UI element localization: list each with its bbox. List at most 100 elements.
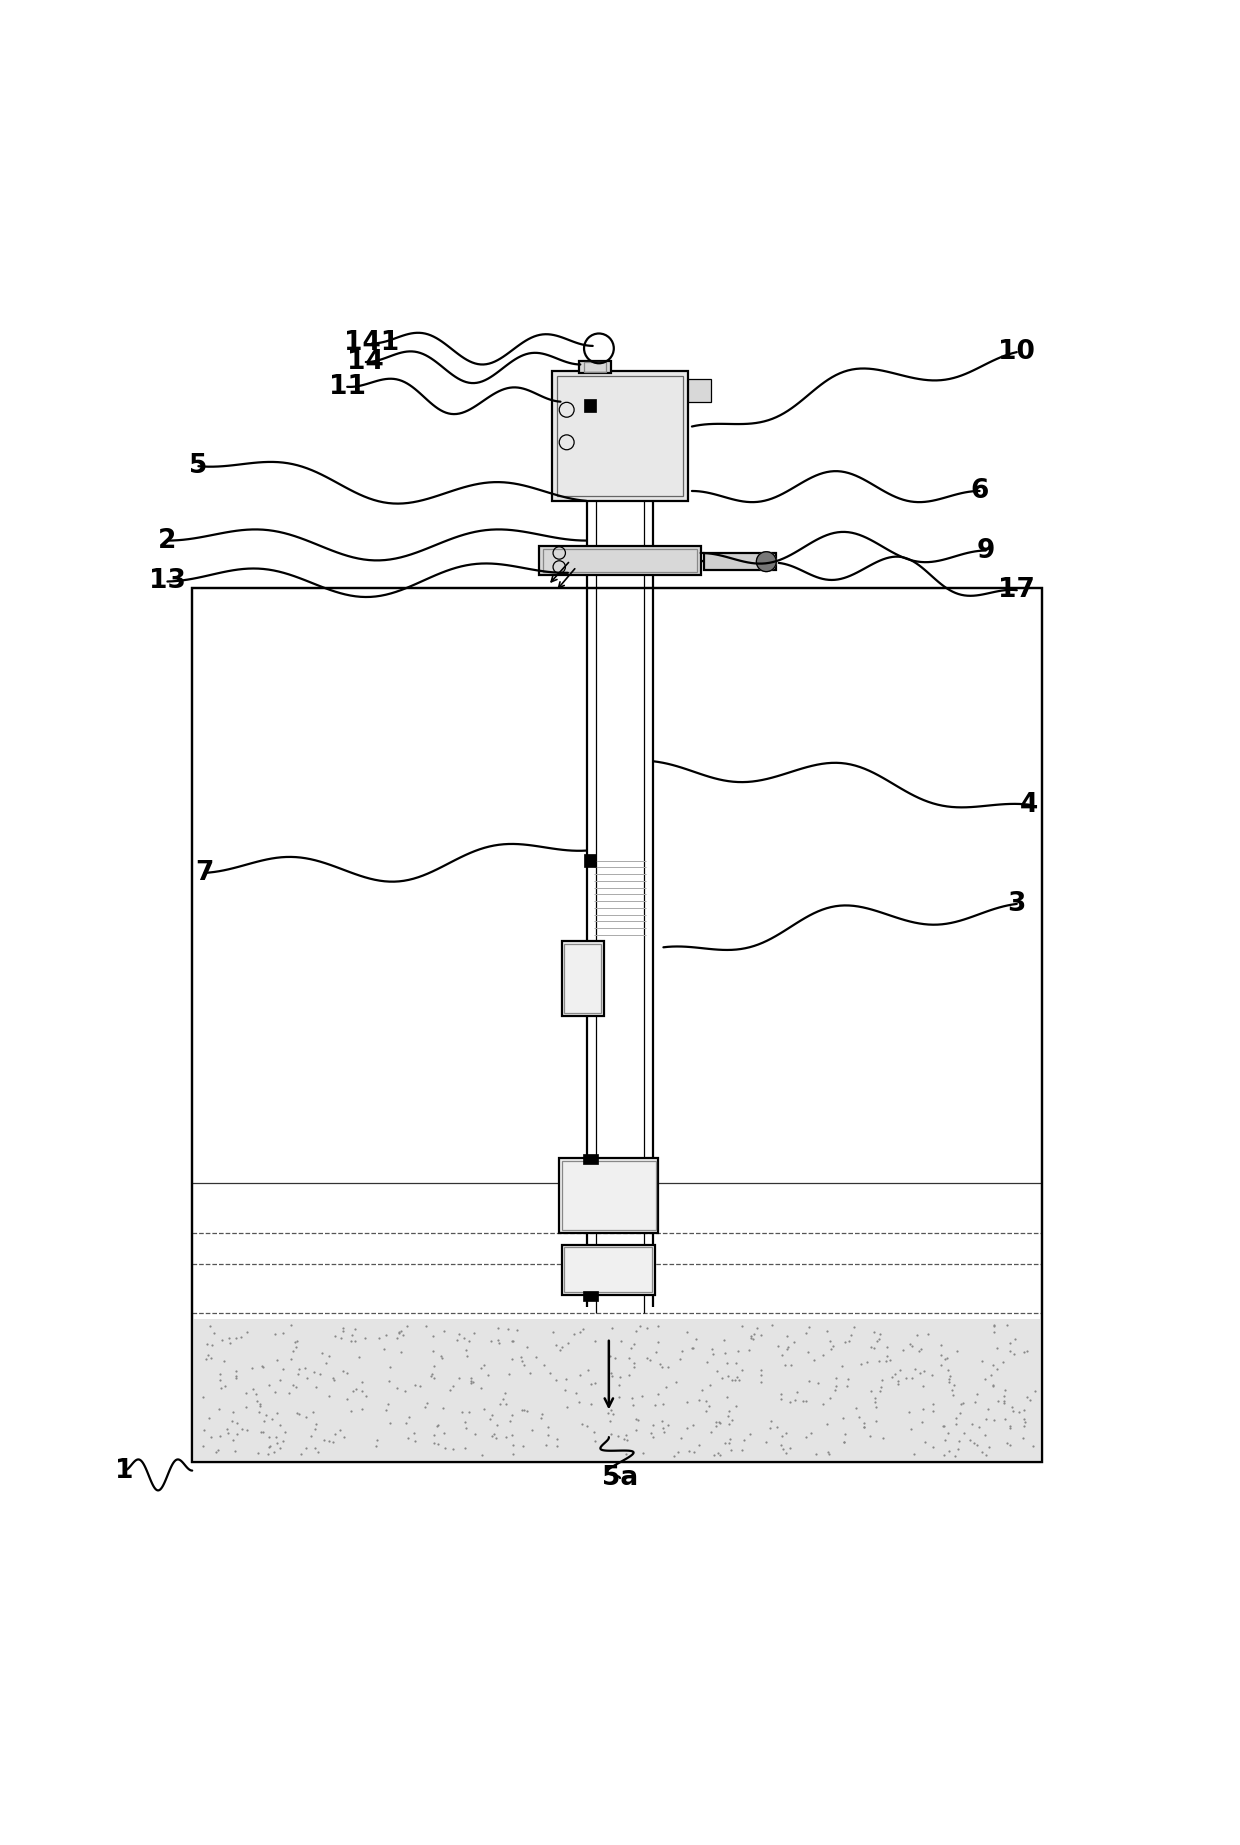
Point	[776, 1419, 796, 1448]
Point	[215, 1371, 234, 1400]
Point	[895, 1363, 915, 1393]
Point	[632, 1380, 652, 1410]
Point	[243, 1375, 263, 1404]
Point	[702, 1334, 722, 1363]
Point	[215, 1347, 234, 1376]
Point	[909, 1336, 929, 1365]
Point	[355, 1323, 374, 1352]
Point	[952, 1387, 972, 1417]
Point	[250, 1391, 270, 1421]
Point	[621, 1334, 641, 1363]
Point	[914, 1393, 934, 1422]
Point	[502, 1421, 522, 1450]
Point	[1009, 1397, 1029, 1426]
Bar	[552, 371, 688, 500]
Point	[270, 1434, 290, 1463]
Point	[677, 1387, 697, 1417]
Point	[502, 1327, 522, 1356]
Point	[352, 1367, 372, 1397]
Point	[869, 1347, 889, 1376]
Point	[616, 1421, 636, 1450]
Point	[471, 1352, 491, 1382]
Point	[880, 1345, 900, 1375]
Point	[227, 1356, 247, 1386]
Point	[626, 1415, 646, 1445]
Point	[785, 1386, 805, 1415]
Point	[268, 1345, 288, 1375]
Point	[826, 1363, 846, 1393]
Point	[259, 1432, 279, 1461]
Point	[717, 1349, 737, 1378]
Point	[471, 1373, 491, 1402]
Point	[490, 1389, 510, 1419]
Point	[281, 1310, 301, 1339]
Text: 17: 17	[998, 577, 1035, 603]
Point	[821, 1327, 841, 1356]
Point	[600, 1419, 620, 1448]
Point	[728, 1336, 748, 1365]
Point	[609, 1371, 629, 1400]
Point	[196, 1345, 216, 1375]
Point	[624, 1352, 644, 1382]
Point	[630, 1312, 650, 1341]
Point	[658, 1410, 678, 1439]
Point	[689, 1386, 709, 1415]
Text: 3: 3	[1008, 891, 1025, 917]
Point	[720, 1424, 740, 1454]
Point	[337, 1358, 357, 1387]
Point	[649, 1380, 668, 1410]
Point	[967, 1380, 987, 1410]
Point	[976, 1441, 996, 1470]
Point	[218, 1419, 238, 1448]
Point	[557, 1393, 577, 1422]
Point	[444, 1371, 464, 1400]
Point	[614, 1424, 634, 1454]
Point	[967, 1430, 987, 1459]
Point	[306, 1373, 326, 1402]
Point	[972, 1347, 992, 1376]
Point	[539, 1358, 559, 1387]
Point	[935, 1345, 955, 1375]
Point	[605, 1343, 625, 1373]
Point	[496, 1422, 516, 1452]
Point	[448, 1325, 467, 1354]
Point	[285, 1327, 305, 1356]
Point	[988, 1386, 1008, 1415]
Point	[237, 1415, 257, 1445]
Text: 141: 141	[345, 330, 399, 356]
Point	[598, 1399, 618, 1428]
Point	[211, 1365, 231, 1395]
Text: 6: 6	[971, 478, 988, 504]
Point	[319, 1426, 339, 1456]
Point	[641, 1419, 661, 1448]
Point	[556, 1363, 575, 1393]
Point	[942, 1375, 962, 1404]
Point	[424, 1321, 444, 1351]
Bar	[192, 1319, 1042, 1461]
Point	[963, 1428, 983, 1458]
Point	[742, 1323, 761, 1352]
Point	[877, 1347, 897, 1376]
Point	[796, 1422, 816, 1452]
Point	[341, 1397, 361, 1426]
Point	[619, 1343, 639, 1373]
Point	[303, 1399, 322, 1428]
Point	[285, 1373, 305, 1402]
Point	[689, 1430, 709, 1459]
Point	[748, 1314, 768, 1343]
Point	[248, 1387, 268, 1417]
Point	[870, 1376, 890, 1406]
Point	[711, 1408, 730, 1437]
Point	[838, 1363, 858, 1393]
Point	[983, 1371, 1003, 1400]
Point	[923, 1397, 942, 1426]
Point	[771, 1430, 791, 1459]
Point	[873, 1424, 893, 1454]
Point	[288, 1399, 308, 1428]
Point	[248, 1437, 268, 1467]
Point	[733, 1435, 753, 1465]
Point	[768, 1330, 787, 1360]
Point	[740, 1321, 760, 1351]
Point	[666, 1367, 686, 1397]
Point	[844, 1312, 864, 1341]
